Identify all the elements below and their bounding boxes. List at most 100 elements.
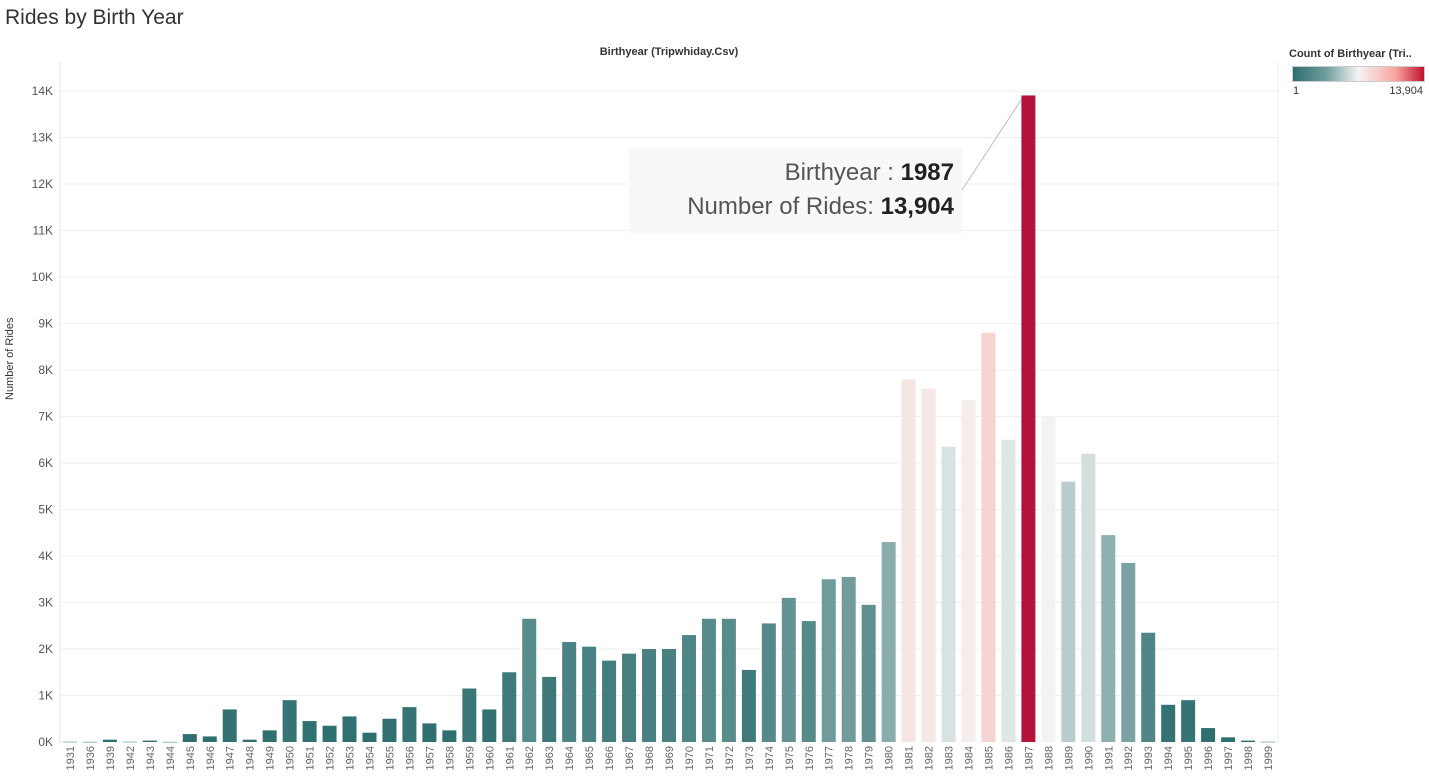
bar-1939[interactable] xyxy=(102,739,117,742)
bar-1982[interactable] xyxy=(921,388,936,742)
bar-1974[interactable] xyxy=(761,623,776,742)
y-tick-label: 1K xyxy=(38,689,53,703)
bar-1971[interactable] xyxy=(701,618,716,742)
bar-1961[interactable] xyxy=(502,672,517,742)
bar-1956[interactable] xyxy=(402,707,417,742)
x-tick-label: 1986 xyxy=(1003,746,1015,770)
bar-1990[interactable] xyxy=(1081,453,1096,742)
x-tick-label: 1978 xyxy=(844,746,856,770)
bar-1997[interactable] xyxy=(1221,737,1236,742)
x-tick-label: 1953 xyxy=(345,746,357,770)
x-tick-label: 1952 xyxy=(325,746,337,770)
x-tick-label: 1946 xyxy=(205,746,217,770)
bar-1954[interactable] xyxy=(362,732,377,742)
bar-1981[interactable] xyxy=(901,379,916,742)
tooltip-leader-line xyxy=(961,99,1022,191)
bar-1959[interactable] xyxy=(462,688,477,742)
bar-1952[interactable] xyxy=(322,725,337,742)
bar-1972[interactable] xyxy=(721,618,736,742)
bar-1955[interactable] xyxy=(382,718,397,742)
legend-min-label: 1 xyxy=(1293,85,1300,97)
color-legend-gradient xyxy=(1292,66,1425,82)
bar-1988[interactable] xyxy=(1041,416,1056,743)
bar-1943[interactable] xyxy=(142,740,157,742)
bar-1950[interactable] xyxy=(282,700,297,742)
x-tick-label: 1979 xyxy=(864,746,876,770)
bar-1949[interactable] xyxy=(262,730,277,742)
x-tick-label: 1957 xyxy=(424,746,436,770)
bar-1989[interactable] xyxy=(1061,481,1076,742)
bar-1936[interactable] xyxy=(82,741,97,743)
x-tick-label: 1947 xyxy=(225,746,237,770)
bar-1983[interactable] xyxy=(941,446,956,742)
bar-1944[interactable] xyxy=(162,741,177,743)
bar-1931[interactable] xyxy=(62,741,77,743)
bar-1973[interactable] xyxy=(741,669,756,742)
bar-1996[interactable] xyxy=(1201,728,1216,742)
x-tick-label: 1975 xyxy=(784,746,796,770)
x-tick-label: 1969 xyxy=(664,746,676,770)
legend-title[interactable]: Count of Birthyear (Tri.. xyxy=(1289,48,1412,60)
x-tick-label: 1961 xyxy=(504,746,516,770)
bar-1951[interactable] xyxy=(302,721,317,742)
x-tick-label: 1936 xyxy=(85,746,97,770)
bar-1970[interactable] xyxy=(681,635,696,742)
bar-1967[interactable] xyxy=(622,653,637,742)
x-tick-label: 1999 xyxy=(1263,746,1275,770)
x-tick-label: 1944 xyxy=(165,746,177,770)
x-tick-label: 1965 xyxy=(584,746,596,770)
column-header: Birthyear (Tripwhiday.Csv) xyxy=(599,46,739,58)
bar-1978[interactable] xyxy=(841,576,856,742)
bar-1962[interactable] xyxy=(522,618,537,742)
bar-1986[interactable] xyxy=(1001,439,1016,742)
bar-1958[interactable] xyxy=(442,730,457,742)
bar-1963[interactable] xyxy=(542,676,557,742)
bar-1957[interactable] xyxy=(422,723,437,742)
bar-1985[interactable] xyxy=(981,332,996,742)
bar-1968[interactable] xyxy=(642,649,657,742)
bar-1945[interactable] xyxy=(182,734,197,742)
bar-1987[interactable] xyxy=(1021,95,1036,743)
bar-1991[interactable] xyxy=(1101,535,1116,742)
tooltip-birthyear-label: Birthyear : xyxy=(784,159,901,186)
x-tick-label: 1954 xyxy=(364,746,376,770)
bar-1980[interactable] xyxy=(881,542,896,742)
x-tick-label: 1989 xyxy=(1063,746,1075,770)
bar-1969[interactable] xyxy=(662,649,676,742)
y-tick-label: 5K xyxy=(38,503,53,517)
bar-1999[interactable] xyxy=(1261,741,1276,743)
x-tick-label: 1973 xyxy=(744,746,756,770)
x-tick-label: 1997 xyxy=(1223,746,1235,770)
bar-1965[interactable] xyxy=(582,646,597,742)
bar-1995[interactable] xyxy=(1181,700,1196,742)
bar-1966[interactable] xyxy=(602,660,617,742)
bar-1984[interactable] xyxy=(961,400,976,742)
x-tick-label: 1991 xyxy=(1103,746,1115,770)
x-tick-label: 1962 xyxy=(524,746,536,770)
bar-1977[interactable] xyxy=(821,579,836,742)
bar-1976[interactable] xyxy=(801,621,816,742)
x-tick-label: 1956 xyxy=(404,746,416,770)
y-tick-label: 10K xyxy=(32,270,53,284)
bar-1948[interactable] xyxy=(242,739,257,742)
tooltip-birthyear: Birthyear : 1987 xyxy=(785,159,954,187)
x-tick-label: 1976 xyxy=(804,746,816,770)
bar-1947[interactable] xyxy=(222,709,237,742)
bar-1942[interactable] xyxy=(122,741,137,743)
bar-1960[interactable] xyxy=(482,709,497,742)
bar-1992[interactable] xyxy=(1121,562,1136,742)
y-tick-label: 8K xyxy=(38,363,53,377)
y-tick-label: 6K xyxy=(38,456,53,470)
bar-1946[interactable] xyxy=(202,736,217,742)
x-tick-label: 1950 xyxy=(285,746,297,770)
bar-1953[interactable] xyxy=(342,716,357,742)
y-tick-label: 7K xyxy=(38,410,53,424)
bar-1994[interactable] xyxy=(1161,704,1176,742)
bar-1998[interactable] xyxy=(1241,740,1256,742)
bar-1975[interactable] xyxy=(781,597,796,742)
bar-1964[interactable] xyxy=(562,642,577,742)
bar-1979[interactable] xyxy=(861,604,876,742)
bar-1993[interactable] xyxy=(1141,632,1156,742)
x-tick-label: 1974 xyxy=(764,746,776,770)
